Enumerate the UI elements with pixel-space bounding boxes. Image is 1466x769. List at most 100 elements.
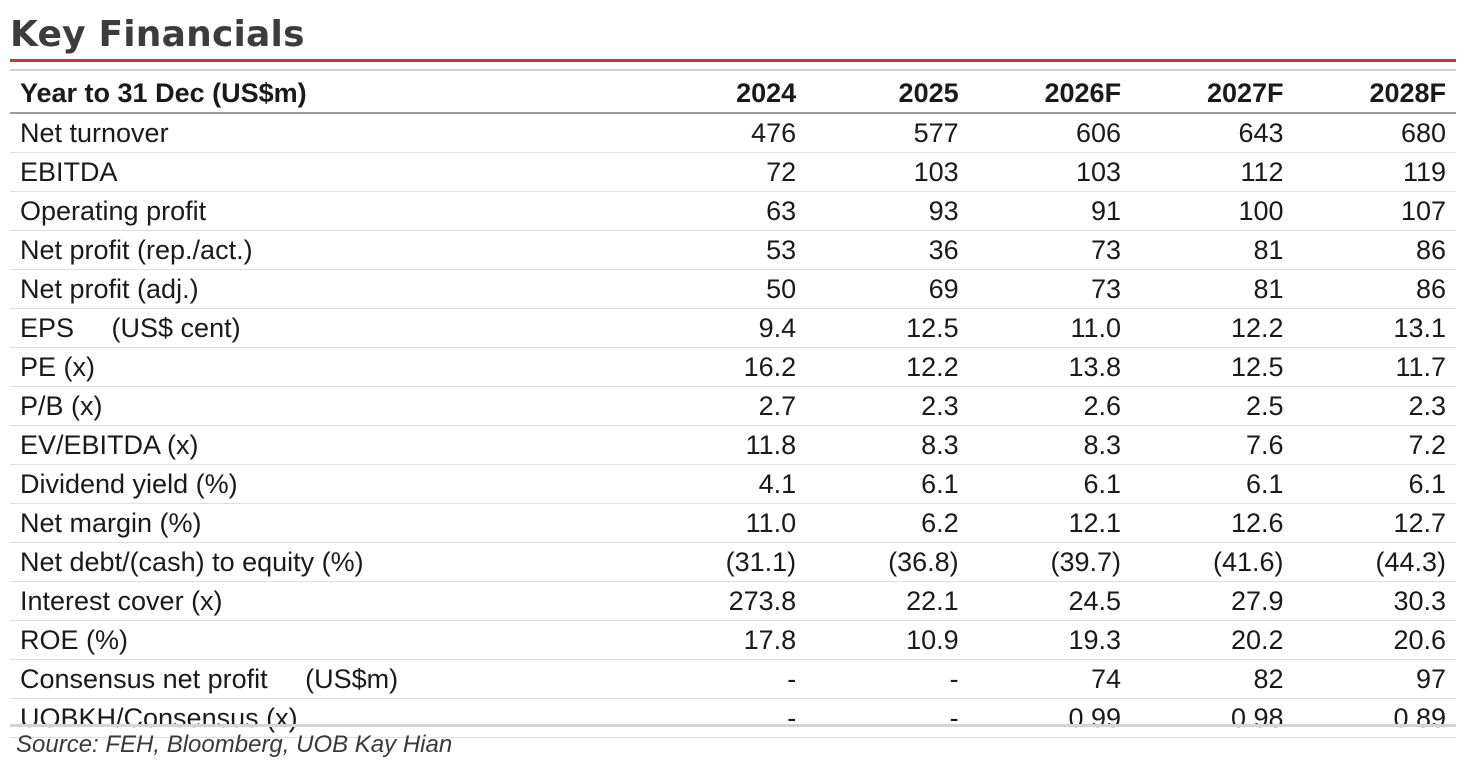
header-cell-year: 2028F [1293,74,1456,114]
value-cell: 103 [806,152,969,192]
source-note: Source: FEH, Bloomberg, UOB Kay Hian [16,731,453,758]
header-cell-year: 2024 [643,74,807,114]
value-cell: 4.1 [643,464,807,504]
header-cell-year: 2027F [1131,74,1294,114]
value-cell: 7.2 [1293,425,1456,465]
header-cell-year: 2025 [806,74,969,114]
value-cell: 0.89 [1293,698,1456,738]
value-cell: - [643,698,807,738]
value-cell: - [806,659,969,699]
value-cell: 8.3 [968,425,1132,465]
value-cell: 9.4 [643,308,807,348]
table-row: Consensus net profit (US$m) - -74 82 97 [10,659,1456,699]
value-cell: 6.1 [1293,464,1456,504]
value-cell: 73 [968,230,1132,270]
value-cell: 2.7 [643,386,807,426]
value-cell: 12.1 [968,503,1132,543]
value-cell: (41.6) [1131,542,1294,582]
table-row: Net margin (%) 11.0 6.2 12.1 12.6 12.7 [10,503,1456,543]
value-cell: 86 [1293,269,1456,309]
value-cell: 10.9 [806,620,969,660]
value-cell: 2.5 [1131,386,1294,426]
value-cell: 13.1 [1293,308,1456,348]
value-cell: 11.0 [643,503,807,543]
header-cell-year: 2026F [968,74,1132,114]
value-cell: 2.3 [806,386,969,426]
table-row: Interest cover (x) 273.8 22.1 24.5 27.9 30.3 [10,581,1456,621]
header-cell-label: Year to 31 Dec (US$m) [10,74,644,114]
value-cell: 577 [806,113,969,153]
row-label: EBITDA [10,152,644,192]
table-row: EV/EBITDA (x) 11.8 8.3 8.3 7.6 7.2 [10,425,1456,465]
value-cell: 63 [643,191,807,231]
value-cell: (44.3) [1293,542,1456,582]
value-cell: 12.2 [806,347,969,387]
table-bottom-divider [10,724,1456,727]
value-cell: 12.6 [1131,503,1294,543]
row-label: EV/EBITDA (x) [10,425,644,465]
value-cell: 97 [1293,659,1456,699]
value-cell: - [806,698,969,738]
value-cell: 103 [968,152,1132,192]
row-label: EPS (US$ cent) [10,308,644,348]
value-cell: (39.7) [968,542,1132,582]
value-cell: 476 [643,113,807,153]
value-cell: 20.6 [1293,620,1456,660]
row-label: Net turnover [10,113,644,153]
value-cell: 11.7 [1293,347,1456,387]
value-cell: 7.6 [1131,425,1294,465]
value-cell: - [643,659,807,699]
table-row: Net profit (rep./act.) 53 36 73 81 86 [10,230,1456,270]
value-cell: 100 [1131,191,1294,231]
value-cell: 93 [806,191,969,231]
row-label: Net debt/(cash) to equity (%) [10,542,644,582]
table-body: Net turnover 476 577 606 643 680 EBITDA 72 103 10… [10,113,1456,738]
value-cell: 53 [643,230,807,270]
table-row: EPS (US$ cent) 9.4 12.5 11.0 12.2 13.1 [10,308,1456,348]
value-cell: 606 [968,113,1132,153]
value-cell: 81 [1131,269,1294,309]
value-cell: 81 [1131,230,1294,270]
value-cell: 6.1 [1131,464,1294,504]
title-divider [10,59,1456,62]
value-cell: 8.3 [806,425,969,465]
value-cell: 36 [806,230,969,270]
table-row: P/B (x) 2.7 2.3 2.6 2.5 2.3 [10,386,1456,426]
row-label: PE (x) [10,347,644,387]
table-row: Dividend yield (%) 4.1 6.1 6.1 6.1 6.1 [10,464,1456,504]
table-row: ROE (%) 17.8 10.9 19.3 20.2 20.6 [10,620,1456,660]
header-row: Year to 31 Dec (US$m) 2024 2025 2026F 20… [10,74,1456,114]
value-cell: 6.1 [968,464,1132,504]
value-cell: 91 [968,191,1132,231]
value-cell: 6.1 [806,464,969,504]
row-label: Interest cover (x) [10,581,644,621]
table-row: EBITDA 72 103 103 112 119 [10,152,1456,192]
table-header: Year to 31 Dec (US$m) 2024 2025 2026F 20… [10,74,1456,114]
row-label: Net profit (rep./act.) [10,230,644,270]
value-cell: 16.2 [643,347,807,387]
value-cell: 82 [1131,659,1294,699]
value-cell: (31.1) [643,542,807,582]
value-cell: 12.7 [1293,503,1456,543]
value-cell: 2.6 [968,386,1132,426]
value-cell: 2.3 [1293,386,1456,426]
value-cell: 19.3 [968,620,1132,660]
table-top-divider [10,69,1456,71]
value-cell: 73 [968,269,1132,309]
table-row: PE (x) 16.2 12.2 13.8 12.5 11.7 [10,347,1456,387]
table-row: Net turnover 476 577 606 643 680 [10,113,1456,153]
table-row: UOBKH/Consensus (x) - -0.99 0.98 0.89 [10,698,1456,738]
value-cell: 12.2 [1131,308,1294,348]
row-label: Consensus net profit (US$m) [10,659,644,699]
key-financials-table: Year to 31 Dec (US$m) 2024 2025 2026F 20… [10,74,1456,738]
row-label: UOBKH/Consensus (x) [10,698,644,738]
value-cell: 22.1 [806,581,969,621]
value-cell: 17.8 [643,620,807,660]
value-cell: 680 [1293,113,1456,153]
value-cell: 273.8 [643,581,807,621]
table-row: Operating profit 63 93 91 100 107 [10,191,1456,231]
value-cell: 12.5 [1131,347,1294,387]
value-cell: 6.2 [806,503,969,543]
value-cell: 119 [1293,152,1456,192]
row-label: Operating profit [10,191,644,231]
